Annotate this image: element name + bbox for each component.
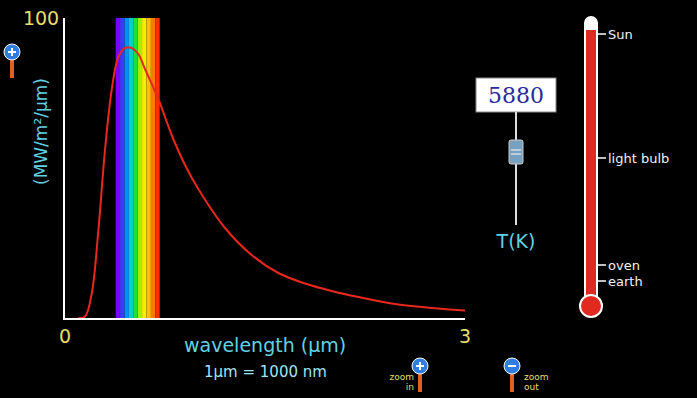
svg-text:oven: oven	[608, 258, 640, 273]
svg-text:1µm = 1000 nm: 1µm = 1000 nm	[204, 363, 327, 381]
svg-text:light bulb: light bulb	[608, 151, 669, 166]
svg-text:zoomout: zoomout	[524, 372, 549, 392]
svg-text:(MW/m²/µm): (MW/m²/µm)	[31, 78, 51, 185]
svg-text:T(K): T(K)	[496, 230, 536, 252]
svg-text:3: 3	[459, 325, 471, 347]
svg-text:wavelength (µm): wavelength (µm)	[184, 334, 346, 356]
svg-text:0: 0	[59, 325, 71, 347]
svg-text:100: 100	[23, 7, 59, 29]
svg-text:Sun: Sun	[608, 27, 633, 42]
svg-text:5880: 5880	[488, 83, 544, 108]
svg-text:earth: earth	[608, 274, 643, 289]
svg-text:zoomin: zoomin	[389, 372, 414, 392]
